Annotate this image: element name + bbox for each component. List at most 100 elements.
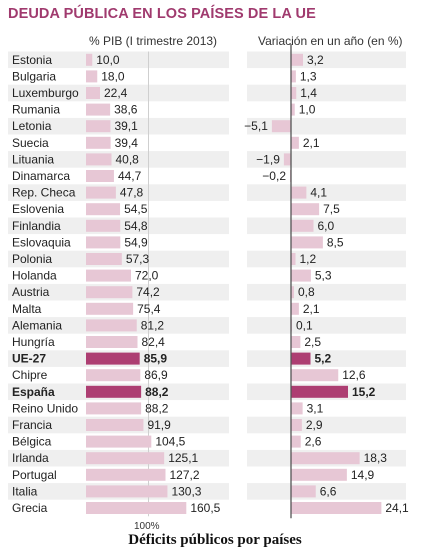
change-bar-hungria <box>291 336 301 348</box>
figure-caption: Déficits públicos por países <box>128 532 302 548</box>
change-value-label-finlandia: 6,0 <box>318 219 335 233</box>
debt-bar-espana <box>86 385 142 398</box>
category-label-espana: España <box>12 385 55 399</box>
category-label-polonia: Polonia <box>12 252 52 266</box>
debt-value-label-alemania: 81,2 <box>141 318 165 332</box>
change-value-label-hungria: 2,5 <box>304 335 321 349</box>
debt-value-label-suecia: 39,4 <box>115 136 139 150</box>
debt-bar-irlanda <box>86 452 165 465</box>
category-label-luxemburgo: Luxemburgo <box>12 86 79 100</box>
change-bar-eslovenia <box>291 203 320 216</box>
change-value-label-holanda: 5,3 <box>315 269 332 283</box>
category-label-austria: Austria <box>12 285 50 299</box>
debt-value-label-rumania: 38,6 <box>114 103 138 117</box>
debt-value-label-polonia: 57,3 <box>126 252 150 266</box>
debt-value-label-bulgaria: 18,0 <box>101 69 125 83</box>
debt-value-label-portugal: 127,2 <box>170 468 200 482</box>
change-value-label-letonia: −5,1 <box>244 119 268 133</box>
change-value-label-ue-27: 5,2 <box>315 352 332 366</box>
row-stripe <box>8 184 229 201</box>
change-value-label-chipre: 12,6 <box>342 368 366 382</box>
change-bar-suecia <box>291 136 299 149</box>
row-stripe <box>247 283 406 301</box>
category-label-ue-27: UE-27 <box>12 352 46 366</box>
debt-bar-rumania <box>86 103 111 116</box>
change-value-label-estonia: 3,2 <box>307 53 324 67</box>
change-bar-finlandia <box>291 219 314 232</box>
change-bar-irlanda <box>291 452 360 465</box>
change-value-label-malta: 2,1 <box>303 302 320 316</box>
debt-bar-suecia <box>86 136 111 149</box>
chart-title: DEUDA PÚBLICA EN LOS PAÍSES DE LA UE <box>8 6 316 22</box>
row-stripe <box>247 250 406 268</box>
debt-bar-italia <box>86 485 168 498</box>
change-bar-italia <box>291 485 316 498</box>
change-bar-malta <box>291 302 299 315</box>
change-bar-austria <box>291 286 294 299</box>
row-stripe <box>247 317 406 334</box>
change-bar-francia <box>291 419 302 431</box>
category-label-lituania: Lituania <box>12 152 54 166</box>
change-value-label-alemania: 0,1 <box>296 318 313 332</box>
debt-bar-alemania <box>86 319 137 332</box>
category-label-holanda: Holanda <box>12 269 57 283</box>
category-label-alemania: Alemania <box>12 318 62 332</box>
debt-value-label-lituania: 40,8 <box>116 152 140 166</box>
debt-value-label-eslovaquia: 54,9 <box>124 235 148 249</box>
category-label-bulgaria: Bulgaria <box>12 69 56 83</box>
row-stripe <box>247 350 406 367</box>
debt-bar-polonia <box>86 253 122 265</box>
row-stripe <box>247 117 406 135</box>
category-label-hungria: Hungría <box>12 335 55 349</box>
change-bar-reino-unido <box>291 402 303 415</box>
debt-bar-eslovaquia <box>86 236 121 249</box>
debt-bar-grecia <box>86 502 187 514</box>
change-value-label-eslovenia: 7,5 <box>323 202 340 216</box>
change-value-label-suecia: 2,1 <box>303 136 320 150</box>
change-value-label-portugal: 14,9 <box>351 468 375 482</box>
debt-bar-portugal <box>86 468 166 481</box>
row-stripe <box>247 217 406 235</box>
debt-value-label-malta: 75,4 <box>137 302 161 316</box>
change-bar-bulgaria <box>291 70 296 83</box>
debt-value-label-chipre: 86,9 <box>144 368 168 382</box>
debt-value-label-luxemburgo: 22,4 <box>104 86 128 100</box>
change-bar-polonia <box>291 253 296 265</box>
debt-value-label-italia: 130,3 <box>171 484 201 498</box>
change-bar-eslovaquia <box>291 236 323 249</box>
category-label-francia: Francia <box>12 418 52 432</box>
debt-bar-rep-checa <box>86 186 116 199</box>
change-bar-espana <box>291 385 348 398</box>
change-bar-grecia <box>291 502 382 514</box>
debt-bar-luxemburgo <box>86 87 100 99</box>
change-bar-rumania <box>291 103 295 116</box>
change-value-label-espana: 15,2 <box>352 385 376 399</box>
debt-bar-belgica <box>86 435 152 448</box>
change-value-label-eslovaquia: 8,5 <box>327 235 344 249</box>
change-value-label-luxemburgo: 1,4 <box>300 86 317 100</box>
debt-value-label-eslovenia: 54,5 <box>124 202 148 216</box>
debt-value-label-estonia: 10,0 <box>96 53 120 67</box>
category-label-irlanda: Irlanda <box>12 451 49 465</box>
change-bar-ue-27 <box>291 352 311 365</box>
debt-bar-bulgaria <box>86 70 98 83</box>
debt-bar-estonia <box>86 53 93 66</box>
category-label-grecia: Grecia <box>12 501 48 515</box>
change-value-label-rep-checa: 4,1 <box>310 186 327 200</box>
change-value-label-polonia: 1,2 <box>300 252 317 266</box>
row-stripe <box>247 184 406 201</box>
debt-value-label-grecia: 160,5 <box>190 501 220 515</box>
category-label-malta: Malta <box>12 302 42 316</box>
row-stripe <box>247 416 406 434</box>
debt-value-label-belgica: 104,5 <box>155 435 185 449</box>
category-label-rumania: Rumania <box>12 103 60 117</box>
change-value-label-lituania: −1,9 <box>256 152 280 166</box>
category-label-belgica: Bélgica <box>12 435 52 449</box>
debt-value-label-finlandia: 54,8 <box>124 219 148 233</box>
debt-bar-ue-27 <box>86 352 140 365</box>
change-bar-letonia <box>271 120 291 133</box>
change-value-label-francia: 2,9 <box>306 418 323 432</box>
debt-bar-lituania <box>86 153 112 166</box>
change-bar-holanda <box>291 269 311 282</box>
